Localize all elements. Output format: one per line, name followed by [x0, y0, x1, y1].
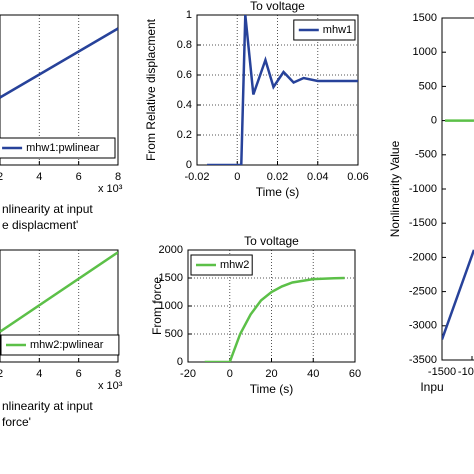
y-tick-label: -2000: [409, 251, 437, 263]
x-tick-label: 20: [265, 368, 277, 380]
legend-box: [190, 254, 253, 276]
x-tick-label: -1500: [428, 366, 456, 378]
y-tick-label: 0.2: [177, 129, 192, 141]
x-tick-label: 0.04: [307, 171, 328, 183]
y-tick-label: 1000: [159, 300, 183, 312]
data-line: [0, 251, 118, 333]
legend-box: [293, 19, 356, 41]
y-tick-label: -2500: [409, 286, 437, 298]
legend-box: [0, 137, 116, 159]
y-tick-label: 0.4: [177, 99, 192, 111]
x-tick-label: 8: [115, 368, 121, 380]
legend-label: mhw1: [323, 24, 352, 36]
y-tick-label: 1500: [413, 12, 437, 24]
y-tick-label: 0: [431, 115, 437, 127]
x-axis-label: nlinearity at input: [2, 202, 93, 216]
y-tick-label: 0.8: [177, 39, 192, 51]
y-axis-label: From force: [150, 277, 164, 335]
x-tick-label: 60: [349, 368, 361, 380]
chart-title: To voltage: [250, 0, 305, 13]
x-tick-label: -0.02: [184, 171, 209, 183]
y-tick-label: 1000: [413, 46, 437, 58]
chart-title: To voltage: [244, 234, 299, 248]
y-tick-label: -1000: [409, 183, 437, 195]
x-exponent: x 10³: [98, 380, 123, 392]
y-tick-label: 500: [419, 80, 437, 92]
y-tick-label: 0: [177, 356, 183, 368]
x-tick-label: 0.02: [267, 171, 288, 183]
y-tick-label: -3500: [409, 354, 437, 366]
x-tick-label: -20: [180, 368, 196, 380]
y-tick-label: 500: [165, 328, 183, 340]
plot-area: [441, 17, 474, 361]
x-tick-label: -1000: [458, 366, 474, 378]
y-tick-label: 0: [186, 159, 192, 171]
x-tick-label: 6: [76, 171, 82, 183]
x-axis-label: nlinearity at input: [2, 399, 93, 413]
x-exponent: x 10³: [98, 183, 123, 195]
y-tick-label: 0.6: [177, 69, 192, 81]
x-tick-label: 2: [0, 368, 3, 380]
data-line: [442, 249, 474, 340]
legend-label: mhw2: [220, 259, 249, 271]
data-line: [0, 27, 118, 99]
x-tick-label: 0: [227, 368, 233, 380]
y-tick-label: -1500: [409, 217, 437, 229]
x-tick-label: 4: [36, 171, 42, 183]
data-line: [207, 15, 358, 165]
x-axis-label: e displacment': [2, 218, 78, 232]
axes-box: [441, 17, 474, 361]
x-axis-label: force': [2, 415, 31, 429]
legend-box: [0, 334, 120, 356]
y-axis-label: Nonlinearity Value: [388, 140, 402, 237]
axes-box: [0, 14, 119, 166]
legend-label: mhw1:pwlinear: [26, 142, 100, 154]
y-tick-label: 2000: [159, 244, 183, 256]
legend-label: mhw2:pwlinear: [30, 339, 104, 351]
axes-box: [196, 14, 359, 166]
x-axis-label: Inpu: [420, 380, 443, 394]
x-tick-label: 4: [36, 368, 42, 380]
data-line: [204, 276, 345, 362]
x-tick-label: 0: [234, 171, 240, 183]
x-tick-label: 40: [307, 368, 319, 380]
y-tick-label: -500: [415, 149, 437, 161]
x-tick-label: 2: [0, 171, 3, 183]
x-tick-label: 6: [76, 368, 82, 380]
y-tick-label: -3000: [409, 320, 437, 332]
x-tick-label: 0.06: [347, 171, 368, 183]
x-tick-label: 8: [115, 171, 121, 183]
axes-box: [187, 249, 356, 363]
axes-box: [0, 249, 119, 363]
x-axis-label: Time (s): [256, 185, 300, 199]
y-tick-label: 1: [186, 9, 192, 21]
x-axis-label: Time (s): [250, 382, 294, 396]
y-axis-label: From Relative displacment: [144, 18, 158, 161]
y-tick-label: 1500: [159, 272, 183, 284]
